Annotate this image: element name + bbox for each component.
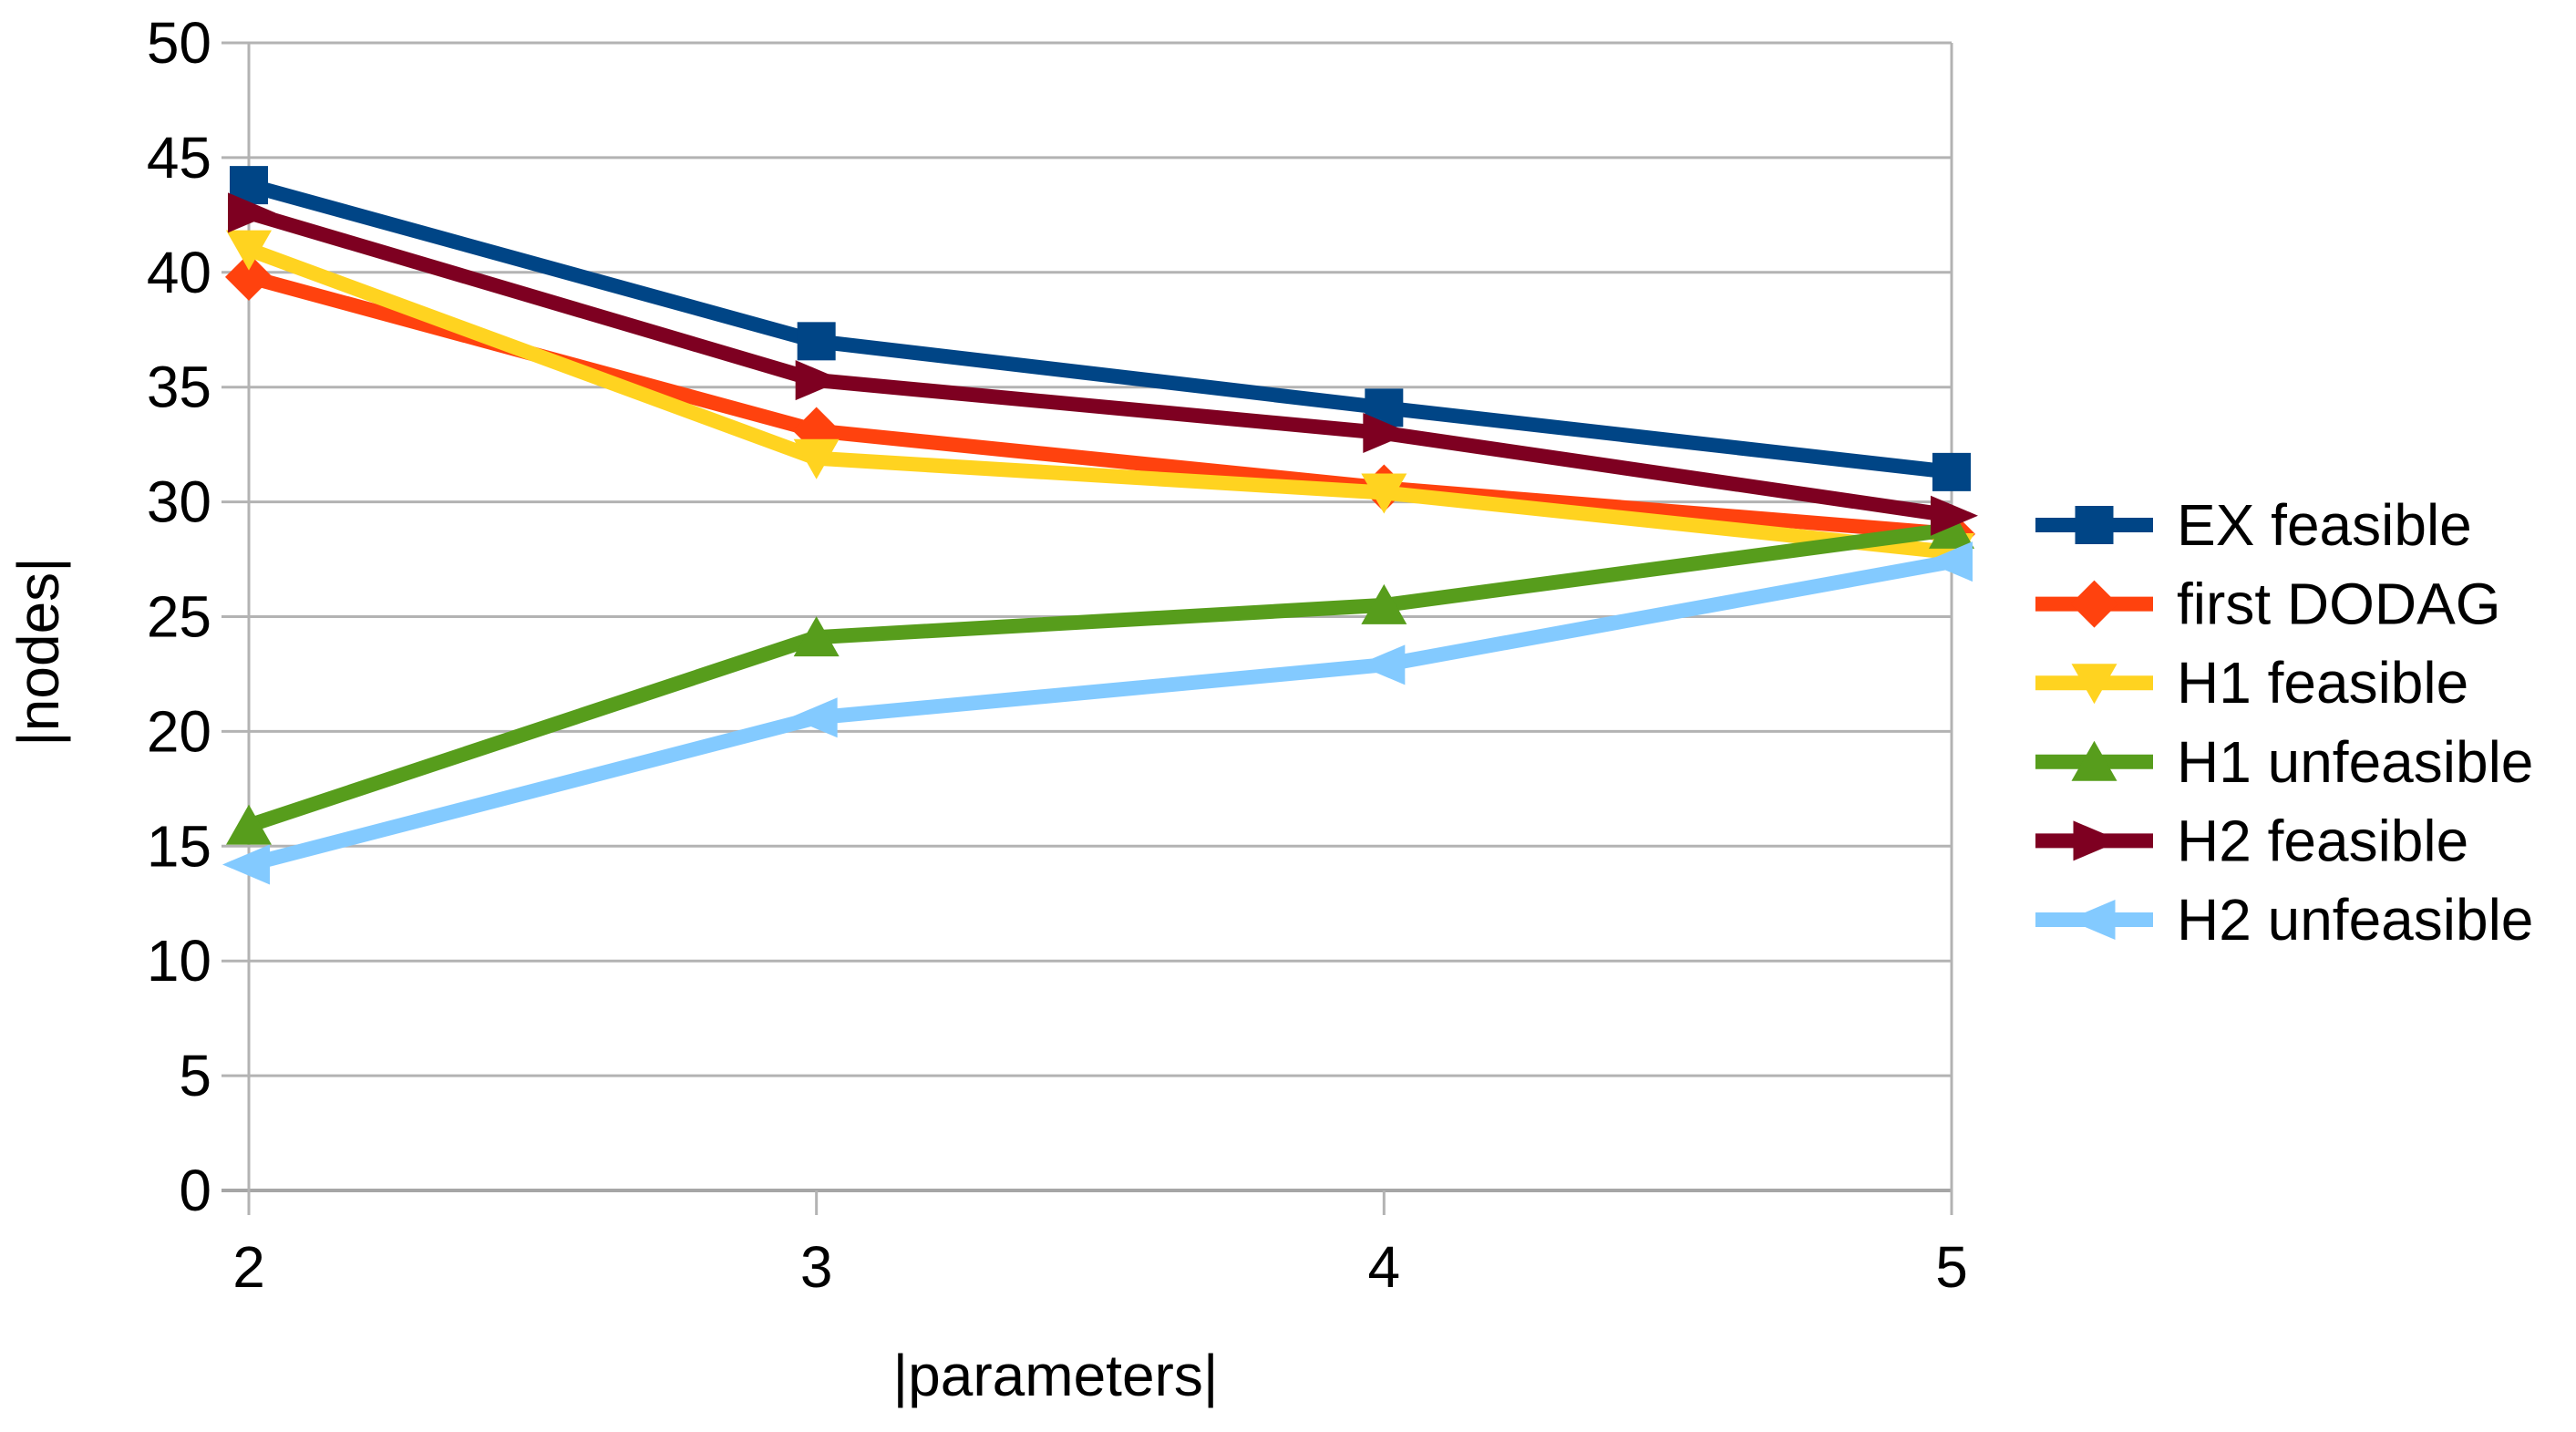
legend-item-first-dodag: first DODAG <box>2035 572 2501 637</box>
series-line-ex-feasible <box>246 178 1953 479</box>
y-tick-label-5: 5 <box>179 1043 211 1108</box>
y-tick-label-0: 0 <box>179 1158 211 1223</box>
marker-h2-feasible-x5 <box>1931 495 1978 536</box>
marker-h1-unfeasible-x2 <box>226 804 272 845</box>
x-axis-title: |parameters| <box>893 1343 1219 1408</box>
legend-marker-h1-feasible <box>2071 664 2117 705</box>
y-tick-label-10: 10 <box>147 928 211 994</box>
marker-h2-unfeasible-x2 <box>222 844 270 885</box>
y-tick-label-35: 35 <box>147 355 211 420</box>
y-tick-label-45: 45 <box>147 125 211 191</box>
series-h2-unfeasible <box>222 541 1973 885</box>
marker-h2-feasible-x2 <box>228 192 275 233</box>
legend-item-ex-feasible: EX feasible <box>2035 492 2472 558</box>
x-tick-label-3: 3 <box>800 1234 833 1300</box>
legend-label-h1-feasible: H1 feasible <box>2177 650 2468 716</box>
legend-marker-ex-feasible <box>2075 506 2114 544</box>
y-tick-label-20: 20 <box>147 698 211 764</box>
y-tick-label-25: 25 <box>147 584 211 650</box>
y-tick-label-50: 50 <box>147 10 211 76</box>
x-tick-label-4: 4 <box>1368 1234 1401 1300</box>
series-h2-feasible <box>228 192 1978 536</box>
legend: EX feasible first DODAG H1 feasible H1 unfe… <box>2035 492 2533 953</box>
legend-label-ex-feasible: EX feasible <box>2177 492 2472 558</box>
legend-item-h2-unfeasible: H2 unfeasible <box>2035 887 2533 953</box>
legend-item-h2-feasible: H2 feasible <box>2035 808 2468 873</box>
marker-first-dodag-x2 <box>225 252 273 301</box>
marker-h2-unfeasible-x3 <box>789 697 838 738</box>
marker-h1-feasible-x3 <box>793 438 840 479</box>
series-line-h2-unfeasible <box>246 554 1953 872</box>
series-h1-unfeasible <box>226 508 1974 845</box>
series-line-h1-unfeasible <box>246 521 1953 833</box>
x-tick-label-2: 2 <box>232 1234 265 1300</box>
marker-ex-feasible-x5 <box>1932 452 1971 491</box>
marker-h1-feasible-x4 <box>1361 473 1407 514</box>
legend-label-first-dodag: first DODAG <box>2177 572 2501 637</box>
marker-h1-unfeasible-x4 <box>1361 583 1407 624</box>
legend-label-h2-unfeasible: H2 unfeasible <box>2177 887 2533 953</box>
y-tick-label-40: 40 <box>147 240 211 305</box>
legend-label-h2-feasible: H2 feasible <box>2177 808 2468 873</box>
marker-h2-unfeasible-x4 <box>1357 644 1406 685</box>
y-tick-label-15: 15 <box>147 813 211 879</box>
legend-marker-h1-unfeasible <box>2071 740 2117 781</box>
marker-h2-feasible-x4 <box>1363 413 1411 454</box>
marker-h1-unfeasible-x3 <box>793 616 840 657</box>
marker-ex-feasible-x3 <box>797 322 836 361</box>
legend-label-h1-unfeasible: H1 unfeasible <box>2177 729 2533 795</box>
marker-h2-feasible-x3 <box>795 360 843 401</box>
x-tick-label-5: 5 <box>1935 1234 1968 1300</box>
legend-marker-h2-feasible <box>2073 820 2121 861</box>
legend-marker-h2-unfeasible <box>2067 900 2116 940</box>
y-axis-title: |nodes| <box>5 557 71 747</box>
series-line-h2-feasible <box>246 205 1953 523</box>
y-tick-label-30: 30 <box>147 469 211 535</box>
series-ex-feasible <box>230 166 1971 491</box>
legend-marker-first-dodag <box>2070 580 2118 628</box>
marker-h1-unfeasible-x5 <box>1929 508 1974 549</box>
legend-item-h1-unfeasible: H1 unfeasible <box>2035 729 2533 795</box>
legend-item-h1-feasible: H1 feasible <box>2035 650 2468 716</box>
series-lines <box>222 166 1978 885</box>
marker-h1-feasible-x2 <box>226 230 272 271</box>
series-line-h1-feasible <box>246 242 1953 560</box>
marker-h2-unfeasible-x5 <box>1925 541 1973 582</box>
